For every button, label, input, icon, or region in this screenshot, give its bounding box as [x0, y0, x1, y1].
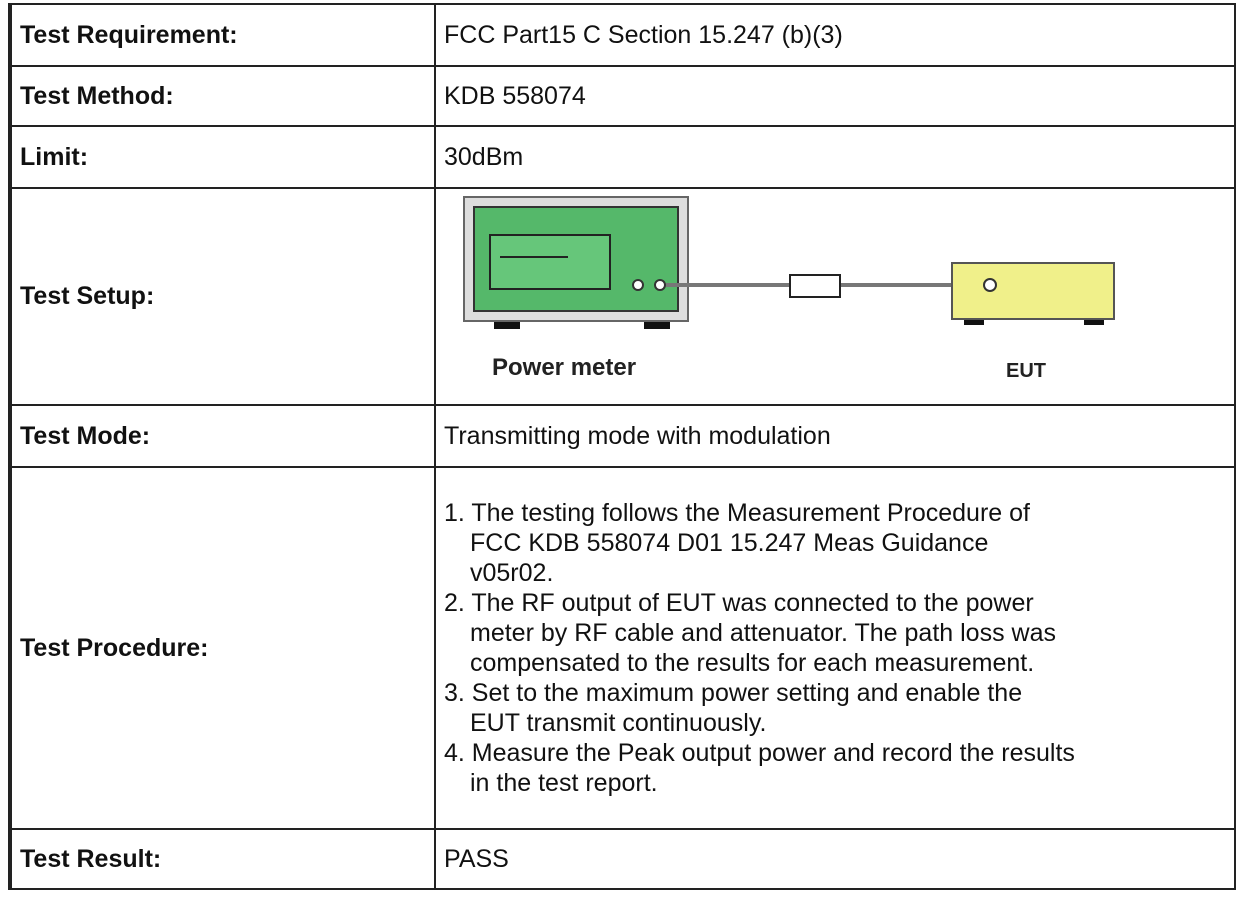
row-value: PASS — [434, 828, 1236, 890]
setup-diagram: Power meter EUT — [463, 196, 1115, 382]
row-label: Test Procedure: — [8, 466, 436, 830]
table-row: Test Result: PASS — [8, 828, 1236, 890]
row-value: 30dBm — [434, 125, 1236, 189]
table-row: Test Method: KDB 558074 — [8, 65, 1236, 127]
meter-foot — [494, 319, 520, 329]
row-value: Transmitting mode with modulation — [434, 404, 1236, 468]
row-label: Test Setup: — [8, 187, 436, 406]
row-label: Test Method: — [8, 65, 436, 127]
row-value: 1. The testing follows the Measurement P… — [434, 466, 1236, 830]
table-row: Test Procedure: 1. The testing follows th… — [8, 466, 1236, 830]
procedure-line: in the test report. — [470, 769, 658, 797]
eut-foot — [1084, 317, 1104, 325]
row-label: Test Requirement: — [8, 3, 436, 67]
row-label: Test Result: — [8, 828, 436, 890]
row-value: Power meter EUT — [434, 187, 1236, 406]
procedure-line: meter by RF cable and attenuator. The pa… — [470, 619, 1056, 647]
procedure-line: EUT transmit continuously. — [470, 709, 767, 737]
table-row: Limit: 30dBm — [8, 125, 1236, 189]
meter-label: Power meter — [492, 354, 636, 381]
table-row: Test Requirement: FCC Part15 C Section 15… — [8, 3, 1236, 67]
row-value: KDB 558074 — [434, 65, 1236, 127]
procedure-line: 1. The testing follows the Measurement P… — [444, 499, 1030, 527]
meter-port — [654, 279, 666, 291]
procedure-line: 2. The RF output of EUT was connected to… — [444, 589, 1034, 617]
procedure-line: FCC KDB 558074 D01 15.247 Meas Guidance — [470, 529, 989, 557]
meter-foot — [644, 319, 670, 329]
procedure-line: 3. Set to the maximum power setting and … — [444, 679, 1023, 707]
eut-port — [983, 278, 997, 292]
procedure-line: compensated to the results for each meas… — [470, 649, 1035, 677]
attenuator — [789, 274, 841, 298]
row-label: Test Mode: — [8, 404, 436, 468]
eut-box — [951, 262, 1115, 320]
test-table: Test Requirement: FCC Part15 C Section 15… — [8, 3, 1236, 890]
eut-foot — [964, 317, 984, 325]
table-row: Test Setup: Power meter EUT — [8, 187, 1236, 406]
eut-label: EUT — [1006, 360, 1046, 382]
procedure-line: v05r02. — [470, 559, 554, 587]
meter-port — [632, 279, 644, 291]
meter-screen — [489, 234, 611, 290]
row-label: Limit: — [8, 125, 436, 189]
table-row: Test Mode: Transmitting mode with modulat… — [8, 404, 1236, 468]
procedure-line: 4. Measure the Peak output power and rec… — [444, 739, 1075, 767]
row-value: FCC Part15 C Section 15.247 (b)(3) — [434, 3, 1236, 67]
